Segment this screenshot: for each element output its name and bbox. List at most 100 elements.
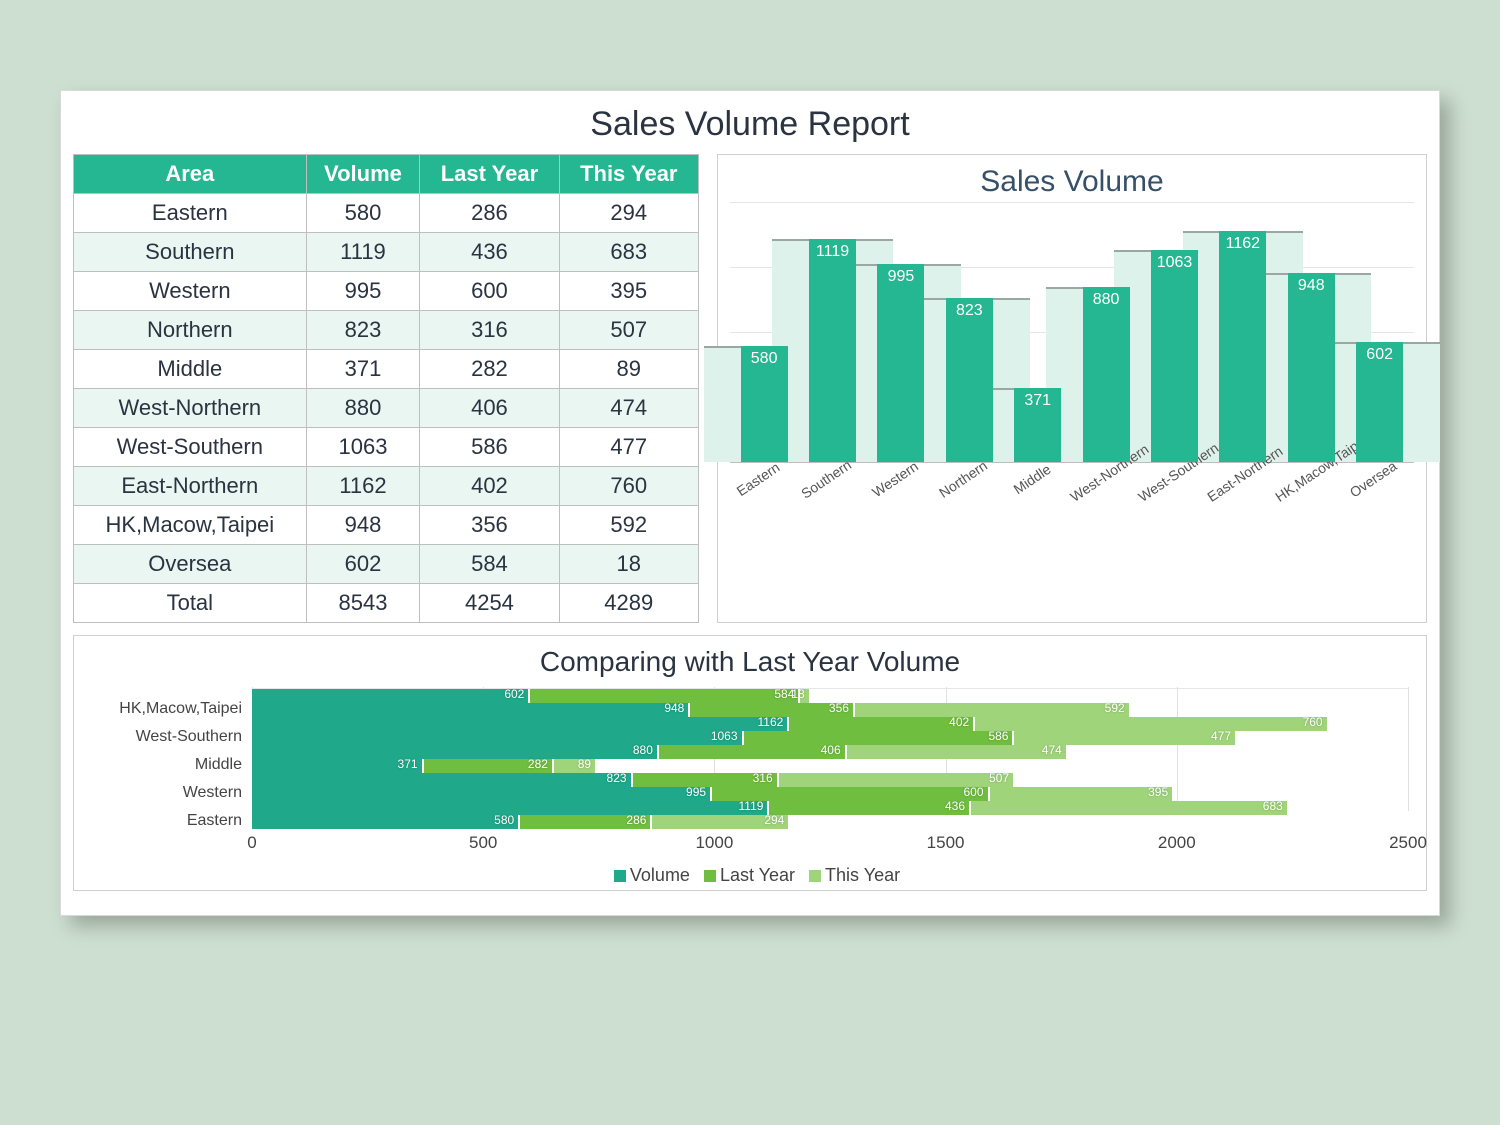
hbar-value-label: 356	[829, 701, 849, 715]
hbar-value-label: 286	[626, 813, 646, 827]
hbar-segment: 89	[554, 759, 595, 773]
hbar-segment: 436	[769, 801, 971, 815]
hbar-value-label: 282	[528, 757, 548, 771]
bar-value-label: 823	[956, 302, 983, 320]
hbar-y-label: Western	[92, 786, 252, 800]
hbar-value-label: 507	[989, 771, 1009, 785]
bar: 823	[946, 298, 993, 462]
hbar-value-label: 89	[578, 757, 591, 771]
hbar-row: 880406474	[252, 745, 1408, 759]
hbar-segment: 995	[252, 787, 712, 801]
table-row: Middle37128289	[74, 350, 699, 389]
hbar-value-label: 823	[607, 771, 627, 785]
table-cell: 823	[306, 311, 420, 350]
report-title: Sales Volume Report	[61, 91, 1439, 154]
hbar-value-label: 995	[686, 785, 706, 799]
hbar-y-label: Middle	[92, 758, 252, 772]
legend-swatch	[704, 870, 716, 882]
hbar-row: 995600395	[252, 787, 1408, 801]
table-header-cell: Volume	[306, 155, 420, 194]
bar: 602	[1356, 342, 1403, 462]
table-cell: 18	[559, 545, 698, 584]
hbar-value-label: 1119	[739, 799, 764, 813]
bar: 995	[877, 264, 924, 462]
table-row: Northern823316507	[74, 311, 699, 350]
table-row: Eastern580286294	[74, 194, 699, 233]
hbar-value-label: 316	[753, 771, 773, 785]
table-cell: 948	[306, 506, 420, 545]
table-cell: Total	[74, 584, 307, 623]
hbar-x-tick: 2000	[1158, 833, 1196, 853]
bar: 948	[1288, 273, 1335, 462]
table-cell: 294	[559, 194, 698, 233]
hbar-segment: 474	[847, 745, 1066, 759]
table-cell: 1063	[306, 428, 420, 467]
table-cell: 4289	[559, 584, 698, 623]
hbar-x-tick: 2500	[1389, 833, 1427, 853]
table-cell: 760	[559, 467, 698, 506]
hbar-value-label: 1063	[711, 729, 738, 743]
table-cell: 371	[306, 350, 420, 389]
hbar-segment: 402	[789, 717, 975, 731]
bar-value-label: 580	[751, 350, 778, 368]
hbar-segment: 1063	[252, 731, 744, 745]
table-cell: 286	[420, 194, 559, 233]
table-cell: 600	[420, 272, 559, 311]
bar-column: 880	[1076, 203, 1136, 462]
hbar-x-ticks: 05001000150020002500	[252, 833, 1408, 857]
hbar-row: 948356592	[252, 703, 1408, 717]
hbar-row: 580 286 294	[252, 815, 1408, 829]
bar: 580	[741, 346, 788, 462]
table-cell: 356	[420, 506, 559, 545]
hbar-segment: 406	[659, 745, 847, 759]
hbar-value-label: 402	[949, 715, 969, 729]
table-cell: HK,Macow,Taipei	[74, 506, 307, 545]
table-cell: Middle	[74, 350, 307, 389]
table-cell: 474	[559, 389, 698, 428]
hbar-value-label: 602	[504, 687, 524, 701]
table-cell: Oversea	[74, 545, 307, 584]
hbar-value-label: 948	[664, 701, 684, 715]
hbar-value-label: 294	[764, 813, 784, 827]
hbar-segment: 580	[252, 815, 520, 829]
table-cell: 1162	[306, 467, 420, 506]
hbar-value-label: 406	[821, 743, 841, 757]
bar: 371	[1014, 388, 1061, 462]
hbar-segment: 760	[975, 717, 1326, 731]
hbar-segment: 18	[800, 689, 808, 703]
top-row: AreaVolumeLast YearThis Year Eastern5802…	[61, 154, 1439, 623]
sales-volume-chart: Sales Volume 580111999582337188010631162…	[717, 154, 1427, 623]
bar-column: 823	[939, 203, 999, 462]
table-cell: 406	[420, 389, 559, 428]
table-row: West-Northern880406474	[74, 389, 699, 428]
bar-column: 948	[1281, 203, 1341, 462]
table-cell: 584	[420, 545, 559, 584]
legend-label: This Year	[825, 865, 900, 885]
hbar-x-tick: 0	[247, 833, 256, 853]
table-cell: Southern	[74, 233, 307, 272]
hbar-y-label: HK,Macow,Taipei	[92, 702, 252, 716]
table-cell: 89	[559, 350, 698, 389]
hbar-segment: 371	[252, 759, 424, 773]
table-cell: 880	[306, 389, 420, 428]
table-header-row: AreaVolumeLast YearThis Year	[74, 155, 699, 194]
hbar-value-label: 18	[791, 687, 804, 701]
bar: 1063	[1151, 250, 1198, 462]
hbar-x-tick: 1000	[695, 833, 733, 853]
table-cell: 995	[306, 272, 420, 311]
table-cell: 602	[306, 545, 420, 584]
bar-value-label: 1162	[1226, 235, 1260, 253]
table-cell: 316	[420, 311, 559, 350]
table-row: Total854342544289	[74, 584, 699, 623]
table-cell: 4254	[420, 584, 559, 623]
legend-swatch	[809, 870, 821, 882]
table-body: Eastern580286294Southern1119436683Wester…	[74, 194, 699, 623]
table-cell: 402	[420, 467, 559, 506]
table-cell: 8543	[306, 584, 420, 623]
compare-chart-title: Comparing with Last Year Volume	[92, 646, 1408, 678]
hbar-segment: 823	[252, 773, 633, 787]
hbar-segment: 286	[520, 815, 652, 829]
hbar-row: 371 282 89	[252, 759, 1408, 773]
table-cell: Eastern	[74, 194, 307, 233]
table-cell: East-Northern	[74, 467, 307, 506]
